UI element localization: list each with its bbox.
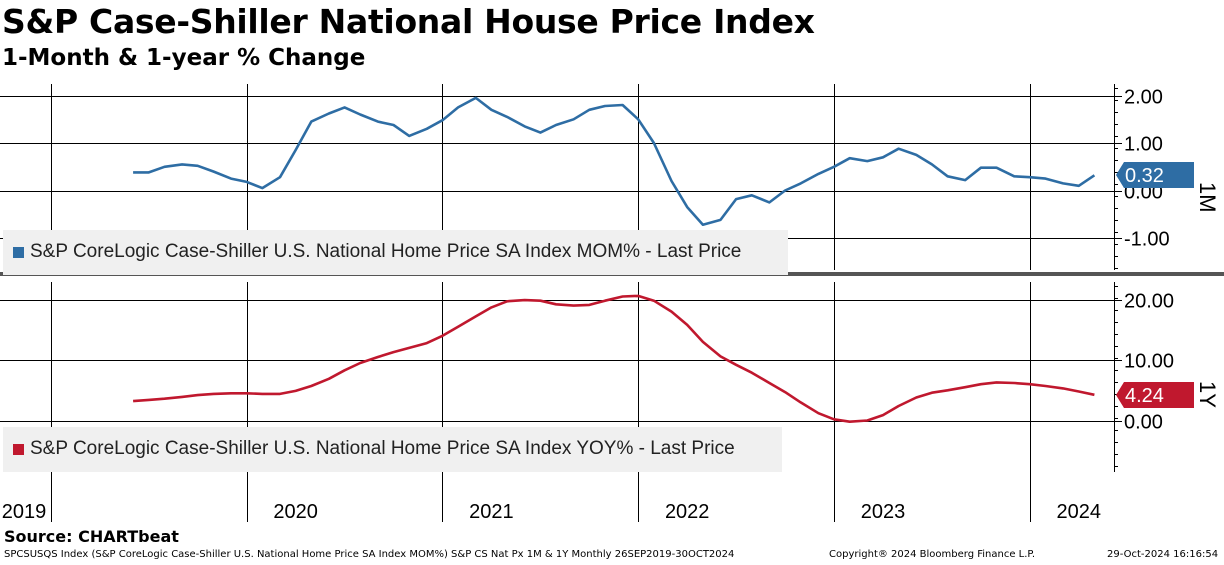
legend-label-yoy: S&P CoreLogic Case-Shiller U.S. National… [30, 438, 735, 459]
series-line-mom-0 [133, 96, 1096, 226]
xtick-label-2024: 2024 [1057, 501, 1102, 523]
legend-swatch-mom [13, 246, 24, 258]
last-value-tag-yoy [1116, 382, 1194, 408]
legend-bottom: S&P CoreLogic Case-Shiller U.S. National… [3, 427, 782, 472]
footer-timestamp: 29-Oct-2024 16:16:54 [1107, 549, 1219, 560]
last-value-label-yoy: 4.24 [1125, 385, 1164, 407]
xtick-label-2019: 2019 [2, 501, 47, 523]
panel-label-mom: 1M [1195, 182, 1220, 213]
ytick-label-mom-0: 2.00 [1124, 87, 1163, 109]
source-label: Source: CHARTbeat [4, 527, 179, 546]
ytick-label-mom-1: 1.00 [1124, 134, 1163, 156]
xtick-label-2021: 2021 [469, 501, 514, 523]
xtick-label-2023: 2023 [861, 501, 906, 523]
ytick-label-yoy-1: 10.00 [1124, 351, 1174, 373]
xtick-label-2022: 2022 [665, 501, 710, 523]
legend-top: S&P CoreLogic Case-Shiller U.S. National… [3, 230, 788, 275]
panel-label-yoy: 1Y [1195, 381, 1220, 408]
legend-entry-mom: S&P CoreLogic Case-Shiller U.S. National… [13, 241, 741, 263]
last-value-label-mom: 0.32 [1125, 165, 1164, 187]
footer-copyright: Copyright® 2024 Bloomberg Finance L.P. [829, 549, 1036, 560]
ytick-label-yoy-2: 0.00 [1124, 412, 1163, 434]
legend-entry-yoy: S&P CoreLogic Case-Shiller U.S. National… [13, 438, 735, 460]
series-line-yoy-0 [133, 294, 1095, 424]
last-value-tag-mom [1116, 162, 1194, 188]
xtick-label-2020: 2020 [273, 501, 318, 523]
legend-swatch-yoy [13, 443, 24, 455]
page-subtitle: 1-Month & 1-year % Change [2, 45, 366, 71]
ytick-label-mom-3: -1.00 [1124, 229, 1170, 251]
ytick-label-yoy-0: 20.00 [1124, 291, 1174, 313]
legend-label-mom: S&P CoreLogic Case-Shiller U.S. National… [30, 241, 742, 262]
page-title: S&P Case-Shiller National House Price In… [2, 2, 815, 41]
footer-ticker-info: SPCSUSQS Index (S&P CoreLogic Case-Shill… [4, 549, 735, 560]
